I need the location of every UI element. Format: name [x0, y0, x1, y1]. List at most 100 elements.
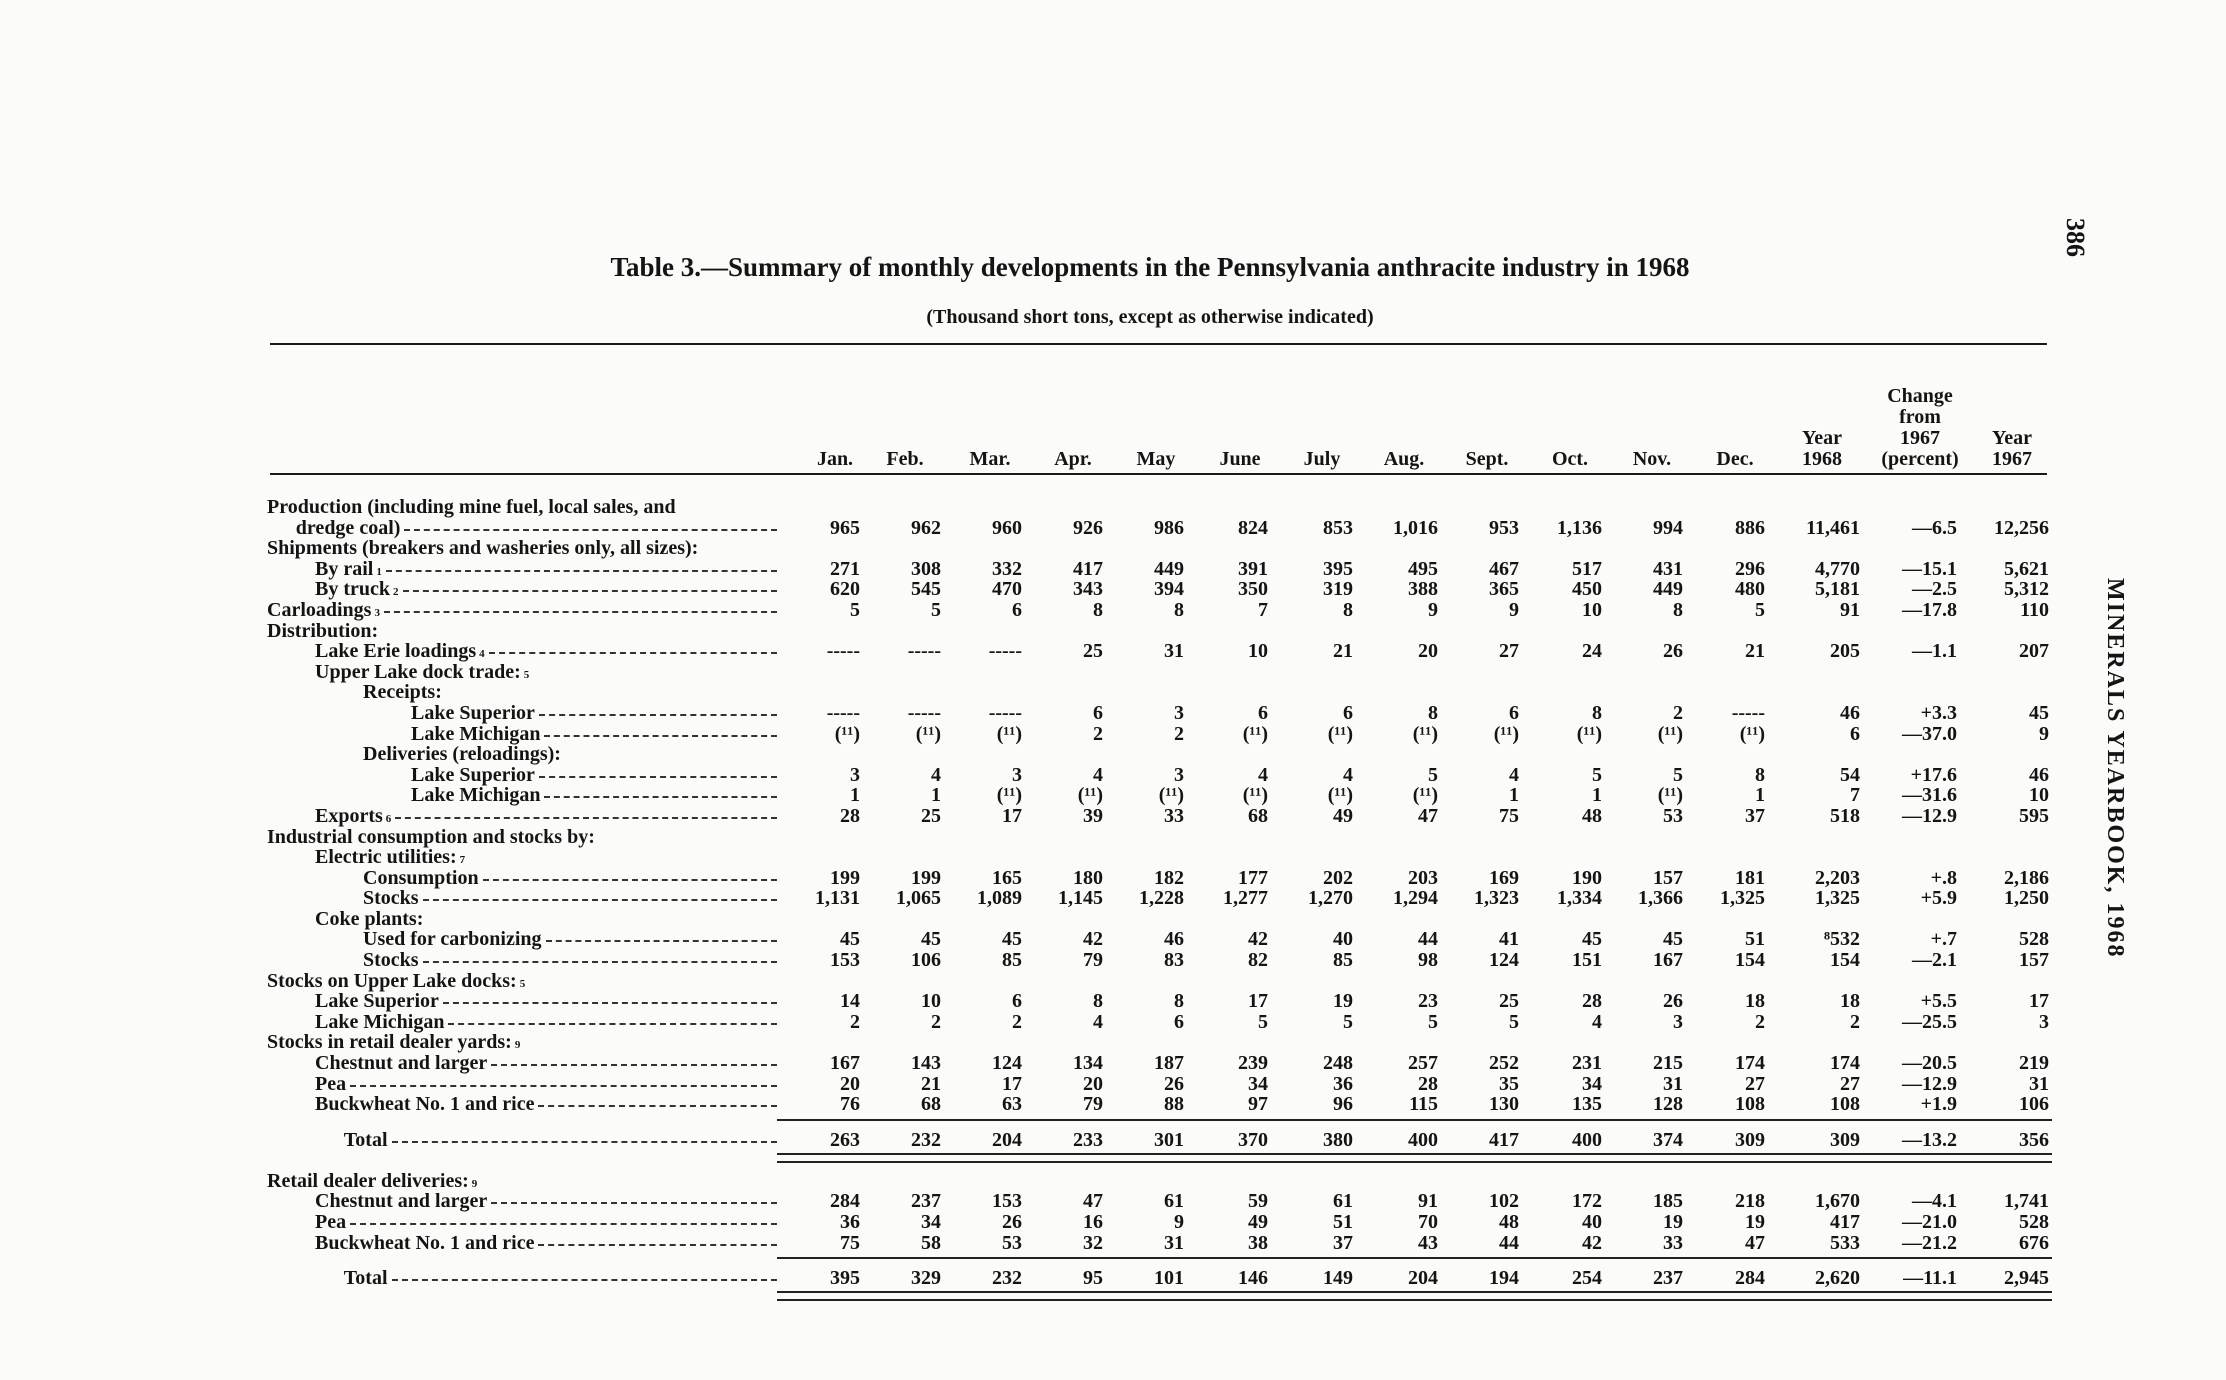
cell-value: 1,228 — [1139, 887, 1184, 910]
section-heading-row: Coke plants: — [267, 909, 2052, 930]
table-row: Pea 36 34 26 16 9 49 51 70 48 40 19 19 417 —21.0 528 — [267, 1212, 2052, 1233]
cell-value: 128 — [1653, 1093, 1683, 1116]
dot-leader — [488, 652, 777, 655]
column-header-line: July — [1303, 448, 1341, 470]
column-header-line: Feb. — [886, 448, 924, 470]
row-label: Stocks in retail dealer yards: 9 — [267, 1031, 521, 1054]
cell-value: +1.9 — [1920, 1093, 1957, 1116]
dot-leader — [422, 961, 777, 964]
cell-value: 2 — [1673, 701, 1683, 724]
cell-value: 91 — [1418, 1190, 1438, 1213]
dot-leader — [544, 796, 777, 799]
cell-value: 169 — [1489, 866, 1519, 889]
cell-value: 1,294 — [1393, 887, 1438, 910]
cell-value: 174 — [1735, 1052, 1765, 1075]
cell-value: (¹¹) — [1242, 784, 1268, 807]
cell-value: 309 — [1830, 1128, 1860, 1151]
row-label-text: Buckwheat No. 1 and rice — [315, 1093, 535, 1116]
cell-value: ----- — [826, 640, 860, 663]
cell-value: 4 — [1093, 1010, 1103, 1033]
cell-value: (¹¹) — [1158, 784, 1184, 807]
cell-value: 853 — [1323, 516, 1353, 539]
row-label-text: Used for carbonizing — [363, 928, 542, 951]
cell-value: 42 — [1083, 928, 1103, 951]
cell-value: 257 — [1408, 1052, 1438, 1075]
cell-value: 34 — [1248, 1072, 1268, 1095]
cell-value: 388 — [1408, 578, 1438, 601]
cell-value: 32 — [1083, 1231, 1103, 1254]
cell-value: 34 — [921, 1211, 941, 1233]
table-row: Carloadings 3 5 5 6 8 8 7 8 9 9 10 8 5 91 —17.8 110 — [267, 600, 2052, 621]
table-row: Lake Superior ----- ----- ----- 6 3 6 6 8 6 8 2 ----… — [267, 703, 2052, 724]
cell-value: 2 — [850, 1010, 860, 1033]
cell-value: 237 — [911, 1190, 941, 1213]
cell-value: 24 — [1582, 640, 1602, 663]
cell-value: 545 — [911, 578, 941, 601]
column-header: Aug. — [1384, 449, 1425, 470]
column-header: Change from 1967 (percent) — [1881, 386, 1958, 470]
dot-leader — [538, 1105, 777, 1108]
cell-value: 343 — [1073, 578, 1103, 601]
row-label-text: dredge coal) — [295, 516, 401, 539]
row-label: Lake Michigan — [267, 1012, 777, 1033]
cell-value: 53 — [1002, 1231, 1022, 1254]
cell-value: —1.1 — [1912, 640, 1957, 663]
column-header-line: Change — [1887, 385, 1953, 407]
table-row: Lake Superior 14 10 6 8 8 17 19 23 25 28 26 18 18 +5.5… — [267, 991, 2052, 1012]
cell-value: 115 — [1409, 1093, 1438, 1116]
cell-value: +.8 — [1930, 866, 1957, 889]
cell-value: (¹¹) — [996, 722, 1022, 745]
cell-value: +5.5 — [1920, 990, 1957, 1013]
cell-value: 5,621 — [2004, 557, 2049, 580]
column-header-line: Year — [1992, 427, 2032, 449]
cell-value: 449 — [1154, 557, 1184, 580]
column-header: Oct. — [1552, 449, 1588, 470]
column-header: Year 1968 — [1802, 428, 1842, 470]
row-label: Retail dealer deliveries: 9 — [267, 1169, 478, 1192]
column-header-line: Mar. — [969, 448, 1011, 470]
cell-value: (¹¹) — [1412, 722, 1438, 745]
cell-value: 85 — [1002, 949, 1022, 972]
cell-value: 248 — [1323, 1052, 1353, 1075]
running-head: MINERALS YEARBOOK, 1968 — [2102, 578, 2128, 959]
cell-value: 23 — [1418, 990, 1438, 1013]
dot-leader — [404, 528, 777, 531]
cell-value: 21 — [921, 1072, 941, 1095]
row-label-text: Lake Michigan — [411, 784, 541, 807]
cell-value: 380 — [1323, 1128, 1353, 1151]
cell-value: 7 — [1850, 784, 1860, 807]
cell-value: 4 — [1343, 763, 1353, 786]
cell-value: (¹¹) — [1077, 784, 1103, 807]
cell-value: 12,256 — [1994, 516, 2049, 539]
cell-value: 204 — [1408, 1267, 1438, 1290]
cell-value: 49 — [1333, 804, 1353, 827]
header-rule — [270, 473, 2047, 475]
cell-value: ⁸532 — [1824, 928, 1860, 951]
cell-value: 8 — [1343, 598, 1353, 621]
cell-value: 31 — [2029, 1072, 2049, 1095]
cell-value: 417 — [1830, 1211, 1860, 1233]
cell-value: 308 — [911, 557, 941, 580]
cell-value: 4 — [931, 763, 941, 786]
dot-leader — [350, 1223, 777, 1225]
cell-value: 34 — [1582, 1072, 1602, 1095]
total-rule — [777, 1257, 2052, 1260]
cell-value: ----- — [907, 640, 941, 663]
cell-value: 149 — [1323, 1267, 1353, 1290]
dot-leader — [491, 1064, 777, 1067]
row-label: By truck 2 — [267, 579, 777, 600]
cell-value: 101 — [1154, 1267, 1184, 1290]
cell-value: (¹¹) — [1242, 722, 1268, 745]
cell-value: 5 — [1673, 763, 1683, 786]
cell-value: 25 — [921, 804, 941, 827]
cell-value: 6 — [1509, 701, 1519, 724]
cell-value: 470 — [992, 578, 1022, 601]
cell-value: 1,323 — [1474, 887, 1519, 910]
cell-value: 203 — [1408, 866, 1438, 889]
column-header-line: Nov. — [1632, 448, 1672, 470]
column-header-line: June — [1219, 448, 1261, 470]
cell-value: 309 — [1735, 1128, 1765, 1151]
cell-value: 17 — [2029, 990, 2049, 1013]
cell-value: 21 — [1745, 640, 1765, 663]
row-label: Pea — [267, 1074, 777, 1095]
